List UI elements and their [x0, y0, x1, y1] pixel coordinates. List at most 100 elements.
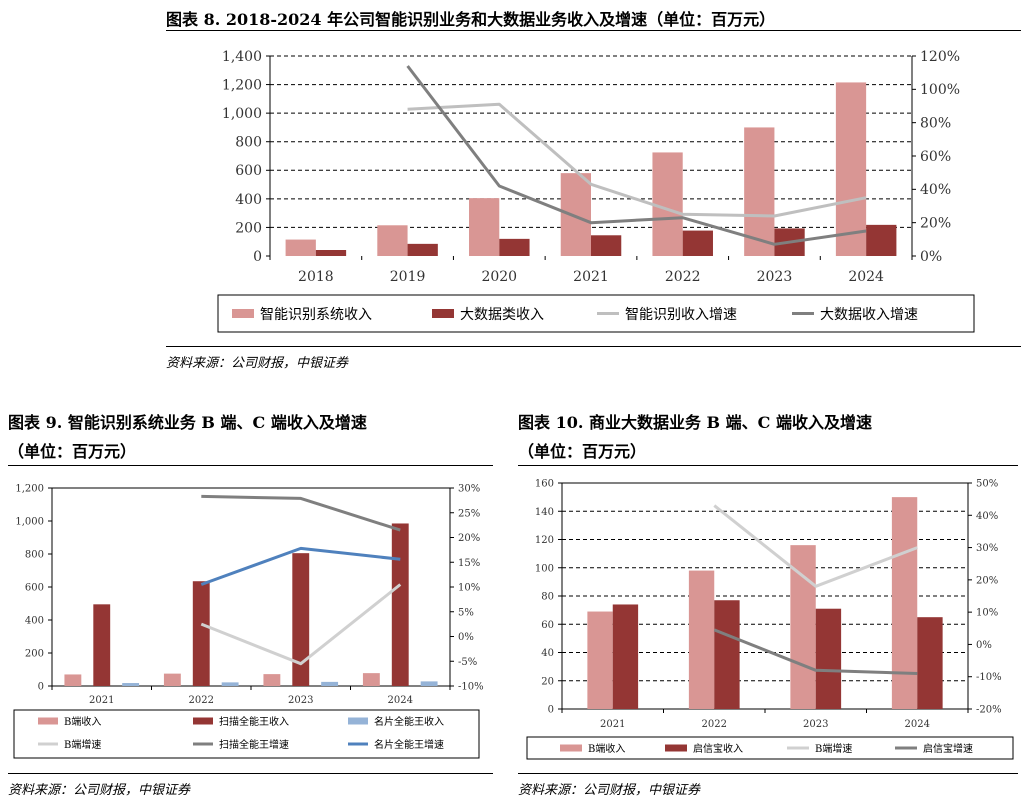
fig9-bar [122, 683, 140, 686]
fig8-legend-swatch [432, 309, 454, 318]
fig10-legend-swatch [560, 744, 582, 752]
fig10-legend-swatch [665, 744, 687, 752]
fig8-x-tick-label: 2020 [481, 269, 517, 285]
fig8-legend-label: 大数据类收入 [460, 307, 544, 323]
fig9-title-rule [8, 465, 493, 466]
fig10-y2-tick-label: 40% [976, 511, 998, 522]
fig9-bar [93, 604, 111, 686]
fig10-bar [790, 545, 816, 709]
fig9-y2-tick-label: -5% [458, 657, 477, 668]
fig10-legend-box [526, 736, 1014, 760]
fig8-y2-tick-label: 20% [920, 216, 951, 232]
fig9-y2-tick-label: -10% [458, 682, 484, 693]
fig9-y-tick-label: 1,200 [15, 484, 44, 495]
fig8-legend-box [217, 294, 975, 333]
fig8-bar [682, 230, 713, 256]
fig9-bar [420, 681, 438, 686]
fig10-series-line [713, 628, 918, 675]
fig9-y2-tick-label: 5% [458, 607, 474, 618]
fig9-y-tick-label: 800 [25, 550, 44, 561]
fig8-x-tick-label: 2022 [665, 269, 701, 285]
fig8-bar [377, 225, 408, 256]
fig8-y2-tick-label: 0% [920, 249, 942, 265]
fig8-bar [866, 224, 897, 256]
fig8-y-tick-label: 0 [253, 249, 262, 265]
fig10-y-tick-label: 0 [548, 705, 554, 716]
fig9-series-line [200, 546, 401, 586]
fig10-bar [815, 608, 842, 709]
fig9-y-tick-label: 0 [38, 682, 44, 693]
fig9-bar [64, 674, 82, 686]
fig10-y-tick-label: 20 [541, 676, 554, 687]
fig8-x-tick-label: 2018 [298, 269, 334, 285]
fig8-bar [469, 198, 500, 256]
fig8-y-tick-label: 1,400 [222, 49, 262, 65]
fig8-y2-tick-label: 80% [920, 116, 951, 132]
fig8-x-tick-label: 2024 [848, 269, 884, 285]
fig8-legend-swatch [232, 309, 254, 318]
fig9-y2-tick-label: 15% [458, 558, 480, 569]
fig9-y-tick-label: 1,000 [15, 517, 44, 528]
fig9-legend-label: B端收入 [64, 715, 101, 728]
fig10-legend-label: B端收入 [588, 742, 625, 755]
fig9-bar [362, 673, 380, 686]
fig9-y2-tick-label: 25% [458, 508, 480, 519]
fig8-legend-label: 智能识别收入增速 [625, 307, 737, 323]
fig9-y-tick-label: 600 [25, 583, 44, 594]
fig8-y-tick-label: 600 [235, 163, 262, 179]
fig10-legend-label: 启信宝收入 [693, 742, 743, 755]
fig9-legend-box [13, 709, 480, 759]
fig10-y-tick-label: 140 [535, 507, 554, 518]
fig9-bar [321, 681, 339, 686]
fig9-y-tick-label: 400 [25, 616, 44, 627]
fig8-title-rule [166, 30, 1021, 31]
fig10-title-line2: （单位：百万元） [518, 442, 647, 461]
fig9-legend-swatch [38, 717, 58, 725]
fig10-bar [688, 570, 715, 709]
fig9-source: 资料来源：公司财报，中银证券 [8, 783, 191, 798]
fig9-x-tick-label: 2022 [189, 695, 214, 706]
fig10-source-rule [518, 773, 1018, 774]
fig8-series-line [406, 65, 867, 246]
fig8-y-tick-label: 400 [235, 192, 262, 208]
fig9-legend-swatch [348, 717, 368, 725]
fig9-x-tick-label: 2021 [89, 695, 114, 706]
fig9-series-line [201, 494, 401, 532]
fig8-title: 图表 8. 2018-2024 年公司智能识别业务和大数据业务收入及增速（单位：… [166, 10, 776, 29]
fig10-y2-tick-label: 50% [976, 479, 998, 490]
fig10-title-rule [518, 465, 1018, 466]
fig10-y2-tick-label: -20% [976, 705, 1002, 716]
fig10-y-tick-label: 120 [535, 535, 554, 546]
fig8-y2-tick-label: 40% [920, 182, 951, 198]
fig8-bar [560, 173, 591, 256]
fig9-legend-label: B端增速 [64, 738, 101, 751]
fig10-y2-tick-label: 30% [976, 543, 998, 554]
fig8-bar [407, 243, 438, 256]
fig9-title-line1: 图表 9. 智能识别系统业务 B 端、C 端收入及增速 [8, 413, 367, 432]
fig10-bar [891, 497, 918, 709]
fig8-bar [744, 127, 775, 256]
fig9-y2-tick-label: 10% [458, 583, 480, 594]
fig10-x-tick-label: 2023 [803, 719, 828, 730]
fig9-series-line [200, 583, 402, 666]
fig9-y2-tick-label: 30% [458, 484, 480, 495]
fig9-y-tick-label: 200 [25, 649, 44, 660]
fig8-legend-label: 大数据收入增速 [820, 307, 918, 323]
fig9-title-line2: （单位：百万元） [8, 442, 137, 461]
fig9-bar [221, 682, 239, 686]
fig10-legend-label: B端增速 [815, 742, 852, 755]
fig9-source-rule [8, 773, 493, 774]
fig9-bar [192, 581, 210, 686]
fig10-y-tick-label: 40 [541, 648, 554, 659]
fig8-bar [835, 82, 867, 256]
fig8-bar [499, 238, 530, 256]
fig9-legend-swatch [193, 717, 213, 725]
fig8-x-tick-label: 2021 [573, 269, 609, 285]
fig10-series-line [713, 504, 918, 588]
fig9-bar [391, 523, 409, 686]
fig8-bar [591, 235, 622, 256]
fig9-x-tick-label: 2024 [388, 695, 413, 706]
fig10-source: 资料来源：公司财报，中银证券 [518, 783, 701, 798]
